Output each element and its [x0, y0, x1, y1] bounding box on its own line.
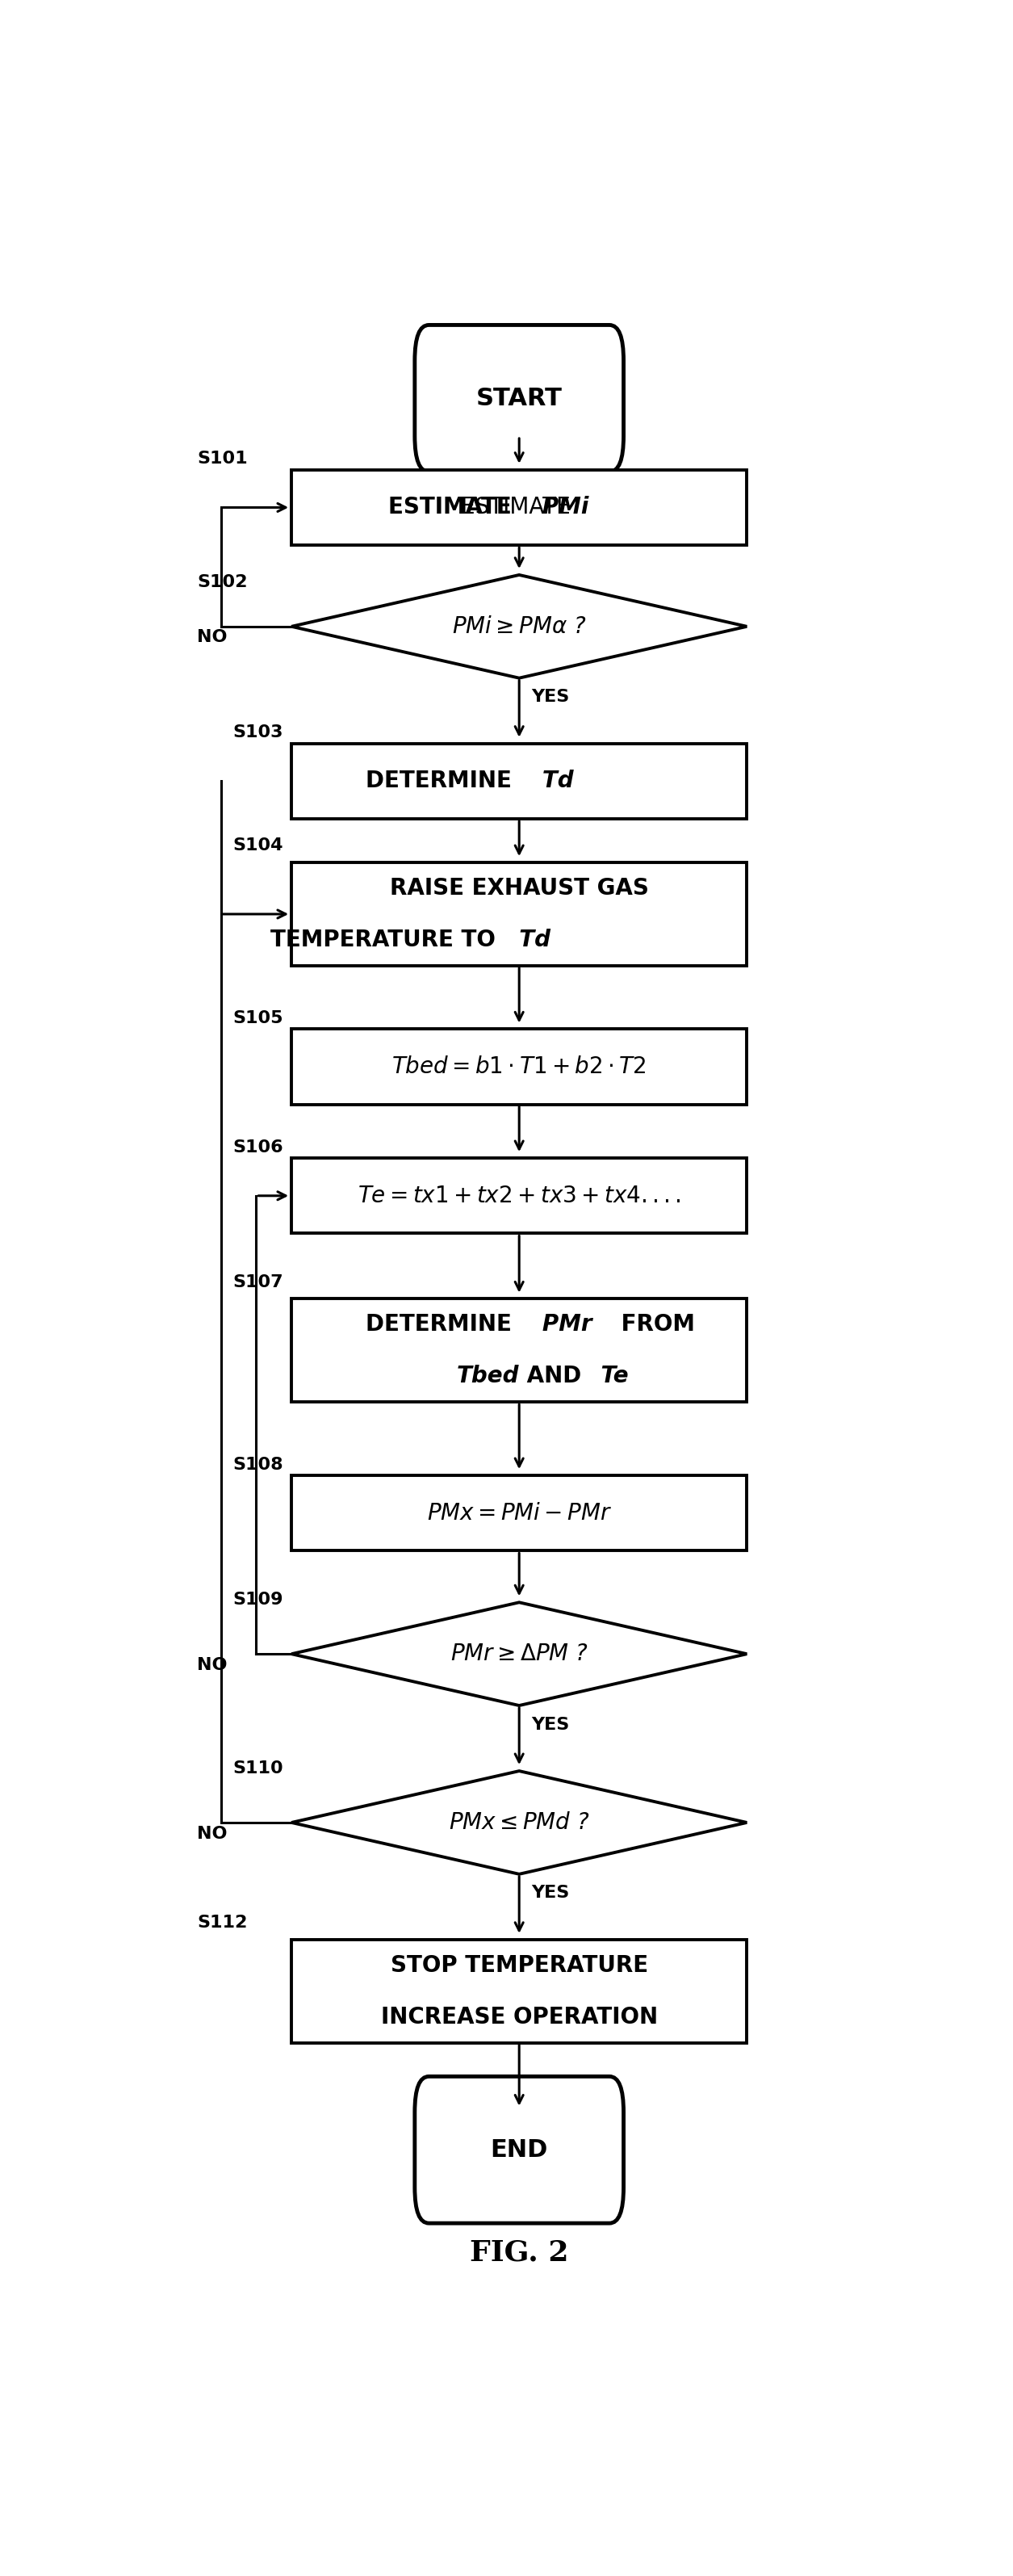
Text: S103: S103 — [233, 724, 283, 742]
Text: STOP TEMPERATURE: STOP TEMPERATURE — [390, 1955, 648, 1976]
Text: S107: S107 — [233, 1275, 284, 1291]
Text: START: START — [476, 386, 562, 410]
Polygon shape — [292, 574, 747, 677]
Text: S110: S110 — [233, 1759, 284, 1777]
Text: S108: S108 — [233, 1455, 284, 1473]
Text: TEMPERATURE TO: TEMPERATURE TO — [270, 927, 503, 951]
Bar — [292, 1940, 747, 2043]
Text: $PMi \geq PM\alpha$ ?: $PMi \geq PM\alpha$ ? — [452, 616, 587, 639]
Text: YES: YES — [531, 1716, 569, 1734]
Text: FROM: FROM — [614, 1314, 695, 1337]
Text: $PMx \leq PMd$ ?: $PMx \leq PMd$ ? — [449, 1811, 590, 1834]
Text: END: END — [490, 2138, 548, 2161]
Text: FIG. 2: FIG. 2 — [470, 2239, 568, 2267]
Text: Te: Te — [570, 1365, 629, 1388]
Text: $Te = tx1 + tx2 + tx3 + tx4 ....$: $Te = tx1 + tx2 + tx3 + tx4 ....$ — [358, 1185, 681, 1208]
Bar — [292, 1030, 747, 1105]
Bar — [292, 744, 747, 819]
Text: $PMx = PMi - PMr$: $PMx = PMi - PMr$ — [426, 1502, 612, 1525]
Bar — [292, 1476, 747, 1551]
Bar — [292, 863, 747, 966]
Text: NO: NO — [198, 1656, 228, 1672]
Text: $Tbed = b1 \cdot T1 + b2 \cdot T2$: $Tbed = b1 \cdot T1 + b2 \cdot T2$ — [392, 1056, 646, 1079]
FancyBboxPatch shape — [414, 325, 624, 471]
Text: S102: S102 — [198, 574, 248, 590]
Text: NO: NO — [198, 629, 228, 647]
Text: S101: S101 — [198, 451, 248, 466]
Text: ESTIMATE: ESTIMATE — [388, 497, 520, 518]
Bar — [292, 1298, 747, 1401]
Text: Td: Td — [520, 770, 573, 793]
Bar — [292, 469, 747, 546]
Bar — [292, 1159, 747, 1234]
FancyBboxPatch shape — [414, 2076, 624, 2223]
Text: AND: AND — [520, 1365, 590, 1388]
Text: DETERMINE: DETERMINE — [366, 770, 520, 793]
Text: INCREASE OPERATION: INCREASE OPERATION — [381, 2007, 657, 2027]
Text: YES: YES — [531, 688, 569, 706]
Text: S109: S109 — [233, 1592, 283, 1607]
Text: S104: S104 — [233, 837, 283, 853]
Polygon shape — [292, 1602, 747, 1705]
Polygon shape — [292, 1770, 747, 1875]
Text: ESTIMATE: ESTIMATE — [461, 497, 577, 518]
Text: NO: NO — [198, 1826, 228, 1842]
Text: Td: Td — [503, 927, 550, 951]
Text: S106: S106 — [233, 1139, 284, 1157]
Text: DETERMINE: DETERMINE — [366, 1314, 520, 1337]
Text: PMr: PMr — [520, 1314, 593, 1337]
Text: S112: S112 — [198, 1914, 247, 1932]
Text: S105: S105 — [233, 1010, 283, 1025]
Text: PMi: PMi — [520, 497, 589, 518]
Text: $PMr \geq \Delta PM$ ?: $PMr \geq \Delta PM$ ? — [450, 1643, 589, 1664]
Text: Tbed: Tbed — [457, 1365, 520, 1388]
Text: YES: YES — [531, 1886, 569, 1901]
Text: RAISE EXHAUST GAS: RAISE EXHAUST GAS — [390, 876, 648, 899]
